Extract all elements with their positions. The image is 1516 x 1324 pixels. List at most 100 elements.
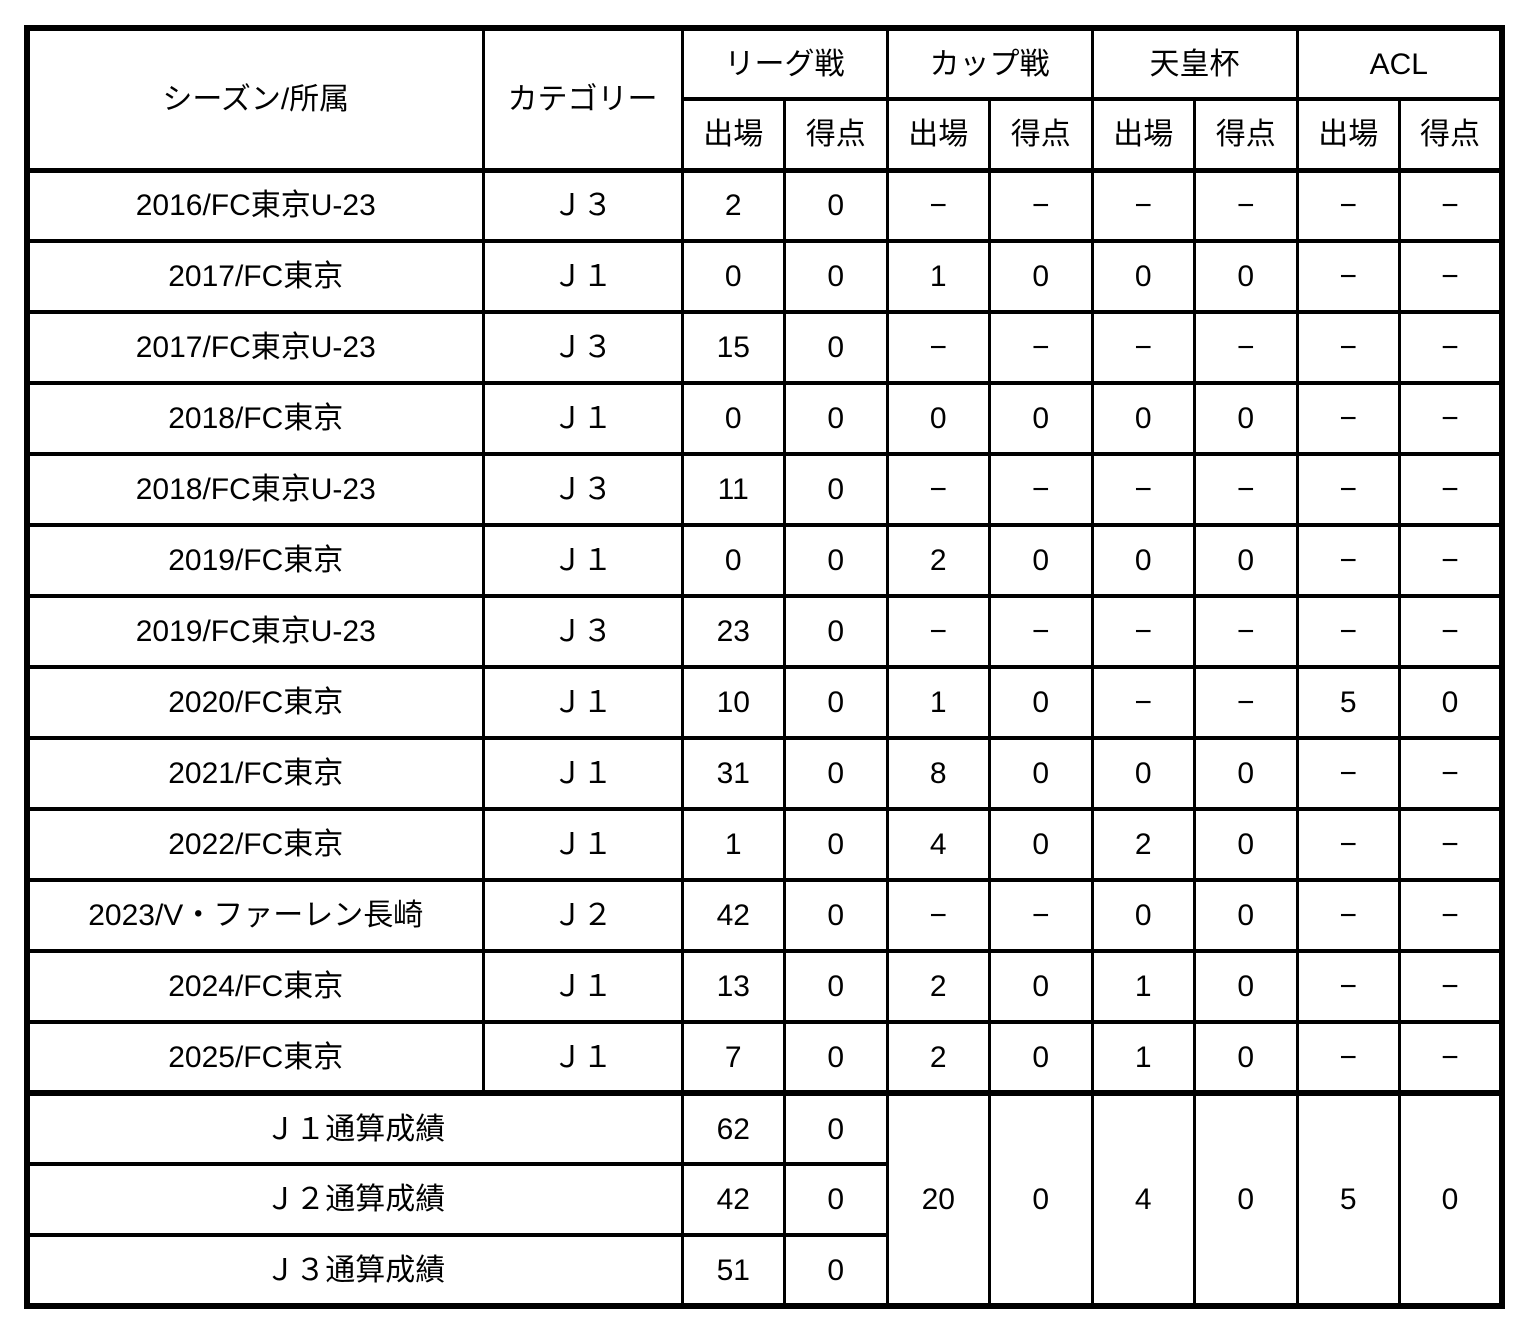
stat-cell: 1 (1090, 1020, 1196, 1095)
stat-cell: 0 (783, 1020, 889, 1095)
subheader-emperors-cup-goals: 得点 (1193, 97, 1299, 172)
stat-cell: − (1398, 452, 1504, 527)
total-row-j1: Ｊ１通算成績 62 0 20 0 4 0 5 0 (25, 1090, 1504, 1308)
stat-cell: 0 (988, 807, 1094, 882)
table-row: 2025/FC東京 Ｊ１ 7 0 2 0 1 0 − − (25, 1020, 1504, 1095)
stat-cell: − (988, 452, 1094, 527)
stat-cell: − (1295, 452, 1401, 527)
stat-cell: 2 (1090, 807, 1196, 882)
stat-cell: 0 (1193, 523, 1299, 598)
group-header-acl: ACL (1295, 26, 1504, 101)
stat-cell: − (1090, 665, 1196, 740)
stat-cell: − (1193, 594, 1299, 669)
season-cell: 2024/FC東京 (25, 949, 485, 1024)
season-cell: 2023/V・ファーレン長崎 (25, 878, 485, 953)
category-cell: Ｊ２ (481, 878, 684, 953)
stat-cell: 31 (680, 736, 786, 811)
stat-cell: − (988, 167, 1094, 243)
stat-cell: 1 (885, 239, 991, 314)
stat-cell: − (1193, 452, 1299, 527)
total-cup-goals: 0 (988, 1090, 1094, 1308)
table-row: 2017/FC東京U-23 Ｊ３ 15 0 − − − − − − (25, 310, 1504, 385)
season-cell: 2018/FC東京 (25, 381, 485, 456)
group-header-league: リーグ戦 (680, 26, 889, 101)
stat-cell: − (1090, 452, 1196, 527)
subheader-cup-goals: 得点 (988, 97, 1094, 172)
stat-cell: 0 (783, 807, 889, 882)
stat-cell: − (885, 167, 991, 243)
stat-cell: 0 (988, 736, 1094, 811)
category-cell: Ｊ１ (481, 807, 684, 882)
stat-cell: 0 (1193, 949, 1299, 1024)
stat-cell: 0 (1193, 239, 1299, 314)
stat-cell: 0 (988, 523, 1094, 598)
stat-cell: 13 (680, 949, 786, 1024)
stat-cell: − (885, 452, 991, 527)
total-label: Ｊ１通算成績 (25, 1090, 684, 1166)
stat-cell: 7 (680, 1020, 786, 1095)
stat-cell: 0 (1090, 736, 1196, 811)
stat-cell: 10 (680, 665, 786, 740)
category-cell: Ｊ１ (481, 381, 684, 456)
stat-cell: 0 (1193, 878, 1299, 953)
stat-cell: 0 (783, 381, 889, 456)
stat-cell: 0 (988, 239, 1094, 314)
stat-cell: − (1398, 949, 1504, 1024)
category-cell: Ｊ３ (481, 167, 684, 243)
table-row: 2018/FC東京 Ｊ１ 0 0 0 0 0 0 − − (25, 381, 1504, 456)
stat-cell: 0 (885, 381, 991, 456)
stat-cell: 2 (885, 523, 991, 598)
stat-cell: − (1090, 167, 1196, 243)
stat-cell: 0 (1193, 381, 1299, 456)
season-cell: 2020/FC東京 (25, 665, 485, 740)
table-row: 2021/FC東京 Ｊ１ 31 0 8 0 0 0 − − (25, 736, 1504, 811)
stat-cell: 2 (885, 1020, 991, 1095)
stat-cell: 0 (783, 310, 889, 385)
stat-cell: − (1398, 239, 1504, 314)
stat-cell: 0 (783, 594, 889, 669)
season-cell: 2021/FC東京 (25, 736, 485, 811)
stat-cell: 0 (783, 452, 889, 527)
season-cell: 2017/FC東京 (25, 239, 485, 314)
subheader-acl-goals: 得点 (1398, 97, 1504, 172)
category-cell: Ｊ３ (481, 594, 684, 669)
stat-cell: − (1398, 381, 1504, 456)
subheader-league-goals: 得点 (783, 97, 889, 172)
stat-cell: 0 (988, 665, 1094, 740)
total-league-goals: 0 (783, 1233, 889, 1308)
stat-cell: − (1295, 310, 1401, 385)
stat-cell: 0 (1090, 878, 1196, 953)
stat-cell: 0 (988, 381, 1094, 456)
stat-cell: 0 (1193, 807, 1299, 882)
stat-cell: − (1295, 167, 1401, 243)
stat-cell: − (1295, 523, 1401, 598)
category-cell: Ｊ３ (481, 452, 684, 527)
stat-cell: − (1398, 807, 1504, 882)
season-column-header: シーズン/所属 (25, 26, 485, 172)
table-row: 2022/FC東京 Ｊ１ 1 0 4 0 2 0 − − (25, 807, 1504, 882)
subheader-emperors-cup-appearances: 出場 (1090, 97, 1196, 172)
stat-cell: − (988, 310, 1094, 385)
stat-cell: 0 (1090, 239, 1196, 314)
table-row: 2017/FC東京 Ｊ１ 0 0 1 0 0 0 − − (25, 239, 1504, 314)
table-row: 2019/FC東京 Ｊ１ 0 0 2 0 0 0 − − (25, 523, 1504, 598)
stat-cell: − (1295, 949, 1401, 1024)
stat-cell: − (1398, 878, 1504, 953)
stat-cell: 0 (783, 239, 889, 314)
group-header-cup: カップ戦 (885, 26, 1094, 101)
total-acl-goals: 0 (1398, 1090, 1504, 1308)
total-emperors-cup-goals: 0 (1193, 1090, 1299, 1308)
stat-cell: 11 (680, 452, 786, 527)
total-league-goals: 0 (783, 1090, 889, 1166)
season-cell: 2022/FC東京 (25, 807, 485, 882)
stat-cell: 4 (885, 807, 991, 882)
stat-cell: 0 (1193, 1020, 1299, 1095)
table-header: シーズン/所属 カテゴリー リーグ戦 カップ戦 天皇杯 ACL 出場 得点 出場… (25, 26, 1504, 172)
category-cell: Ｊ１ (481, 523, 684, 598)
table-row: 2023/V・ファーレン長崎 Ｊ２ 42 0 − − 0 0 − − (25, 878, 1504, 953)
total-label: Ｊ２通算成績 (25, 1162, 684, 1237)
category-cell: Ｊ１ (481, 949, 684, 1024)
stat-cell: 0 (680, 523, 786, 598)
stat-cell: − (1295, 239, 1401, 314)
